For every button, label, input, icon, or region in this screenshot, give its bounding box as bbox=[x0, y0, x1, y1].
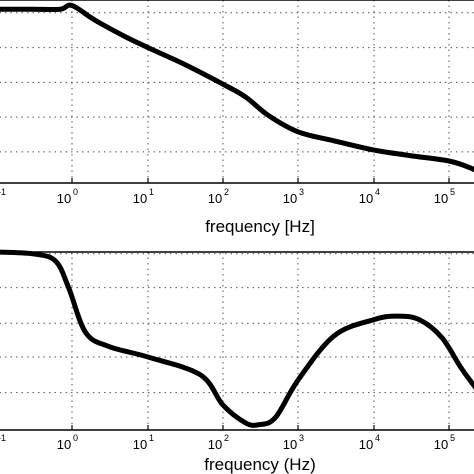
x-tick-exponent: 0 bbox=[73, 187, 78, 197]
x-tick-exponent: 3 bbox=[299, 433, 304, 443]
x-tick-label: 10 bbox=[133, 437, 147, 452]
x-tick-label: 10 bbox=[283, 437, 297, 452]
x-axis-label: frequency [Hz] bbox=[205, 217, 315, 236]
x-tick-exponent: 0 bbox=[73, 433, 78, 443]
x-tick-label: 10 bbox=[359, 437, 373, 452]
x-tick-exponent: -1 bbox=[0, 433, 6, 443]
x-tick-label: 10 bbox=[208, 437, 222, 452]
x-tick-exponent: 5 bbox=[450, 187, 455, 197]
series-line bbox=[0, 2, 474, 173]
x-tick-exponent: 5 bbox=[450, 433, 455, 443]
x-tick-exponent: 3 bbox=[299, 187, 304, 197]
x-tick-exponent: 4 bbox=[375, 187, 380, 197]
x-tick-label: 10 bbox=[434, 191, 448, 206]
x-tick-exponent: -1 bbox=[0, 187, 6, 197]
x-tick-exponent: 2 bbox=[224, 433, 229, 443]
x-tick-label: 10 bbox=[208, 191, 222, 206]
x-tick-label: 10 bbox=[57, 191, 71, 206]
x-tick-label: 10 bbox=[434, 437, 448, 452]
x-tick-label: 10 bbox=[359, 191, 373, 206]
x-tick-label: 10 bbox=[283, 191, 297, 206]
x-tick-exponent: 1 bbox=[149, 433, 154, 443]
x-tick-label: 10 bbox=[133, 191, 147, 206]
x-tick-exponent: 2 bbox=[224, 187, 229, 197]
series-line bbox=[0, 249, 474, 428]
x-tick-exponent: 4 bbox=[375, 433, 380, 443]
x-tick-label: 10 bbox=[57, 437, 71, 452]
x-tick-exponent: 1 bbox=[149, 187, 154, 197]
x-axis-label: frequency (Hz) bbox=[204, 455, 315, 474]
